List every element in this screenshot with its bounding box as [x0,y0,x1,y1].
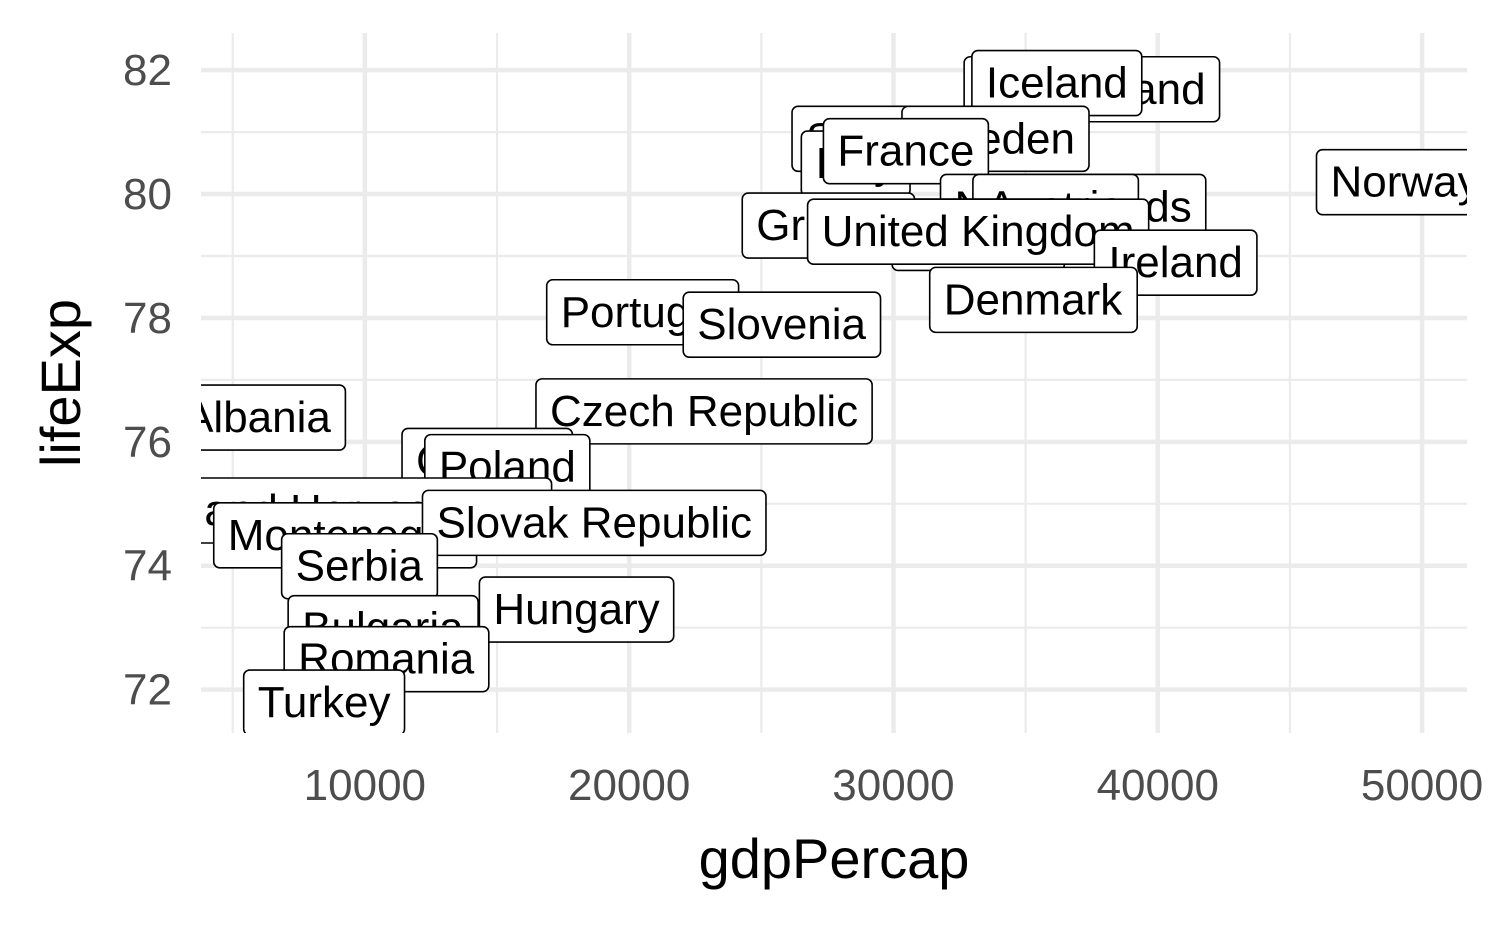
x-axis-title: gdpPercap [699,827,970,890]
point-label: Turkey [242,669,406,733]
label-text: Hungary [493,585,659,634]
point-label: Slovenia [682,291,882,358]
point-label: France [822,117,990,185]
y-tick-label: 76 [123,418,172,467]
y-axis-ticks: 72 74 76 78 80 82 [123,46,172,714]
label-box [421,489,767,557]
y-axis-title: lifeExp [29,299,92,467]
x-tick-label: 50000 [1361,761,1483,810]
label-text: Serbia [296,542,424,591]
point-label: Slovak Republic [421,489,767,557]
label-text: Turkey [258,678,391,727]
point-label: Norway [1315,148,1479,216]
label-box [1315,148,1467,216]
x-axis-ticks: 10000 20000 30000 40000 50000 [304,761,1484,810]
label-box [682,291,882,358]
label-text: Albania [184,393,331,442]
label-text: Slovak Republic [436,498,752,547]
label-box [242,669,406,733]
y-tick-label: 80 [123,170,172,219]
label-box [928,266,1139,334]
label-text: United Kingdom [822,207,1135,256]
label-box [535,378,873,445]
x-tick-label: 20000 [568,761,690,810]
label-text: Czech Republic [550,387,858,436]
y-tick-label: 82 [123,46,172,95]
label-box [822,117,990,185]
y-tick-label: 78 [123,294,172,343]
point-label: United Kingdom [806,198,1150,266]
point-label: Czech Republic [535,378,873,445]
x-tick-label: 10000 [304,761,426,810]
label-box [201,384,347,451]
label-text: Slovenia [697,300,866,349]
label-text: Denmark [944,275,1123,324]
label-box [478,576,675,643]
label-text: Norway [1330,158,1479,207]
label-text: Iceland [986,59,1128,108]
y-tick-label: 72 [123,666,172,715]
point-label: Albania [184,384,347,451]
y-tick-label: 74 [123,542,172,591]
point-labels: SwitzerlandIcelandSpainSwedenItalyFrance… [184,49,1479,733]
x-tick-label: 40000 [1097,761,1219,810]
point-label: Serbia [280,532,439,600]
x-tick-label: 30000 [832,761,954,810]
point-label: Hungary [478,576,675,643]
point-label: Denmark [928,266,1139,334]
label-text: France [837,127,974,176]
point-label: Iceland [971,49,1143,117]
